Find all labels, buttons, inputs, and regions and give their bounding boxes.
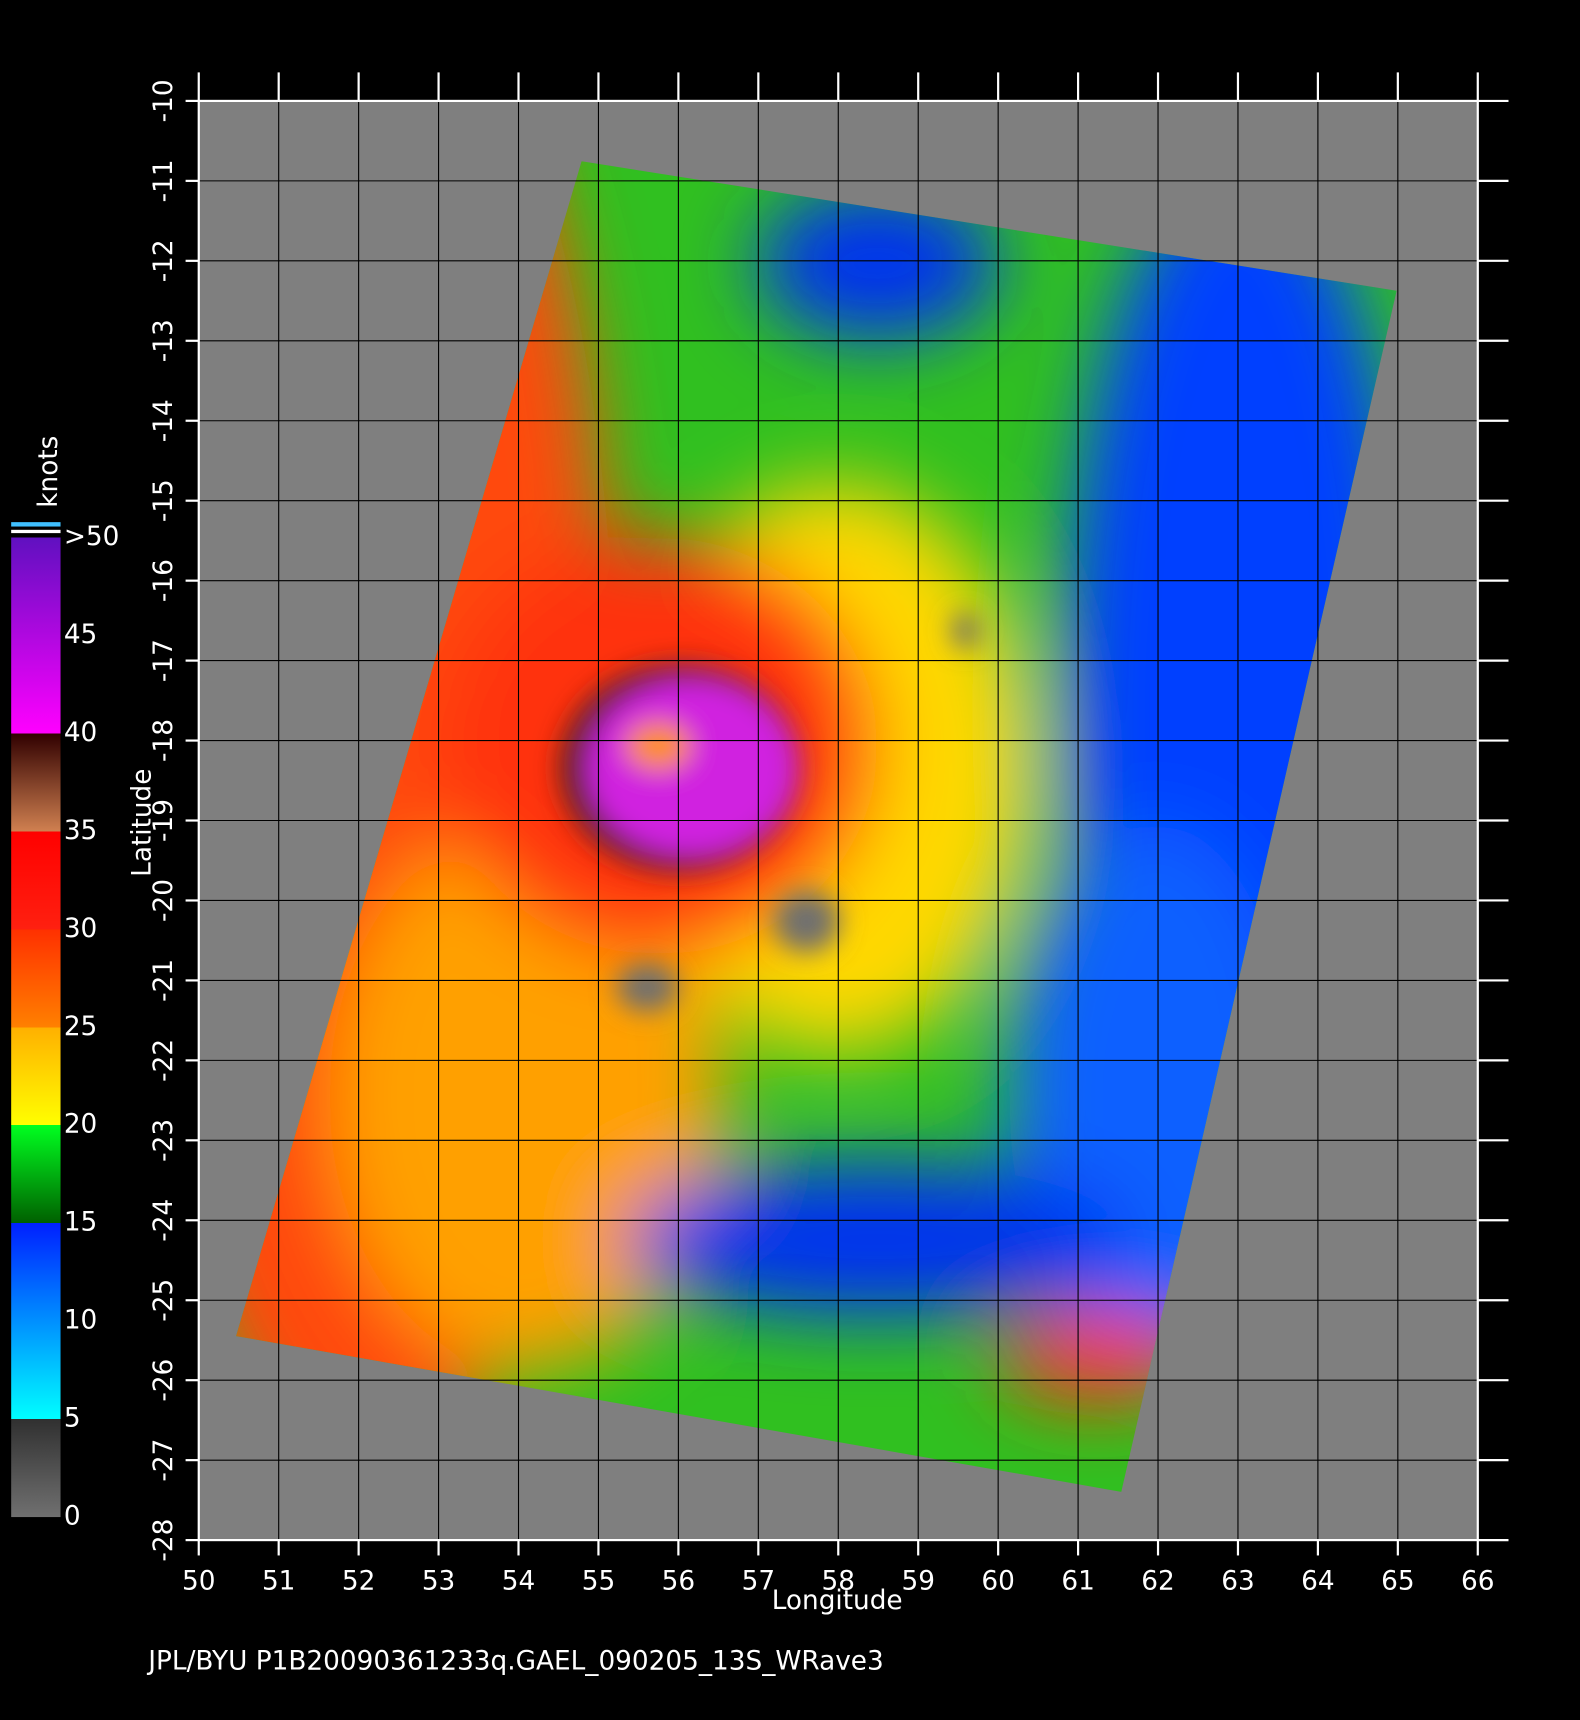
footer: JPL/BYU P1B20090361233q.GAEL_090205_13S_… (146, 1646, 883, 1676)
y-tick-label: -16 (149, 559, 179, 602)
y-tick-label: -23 (149, 1119, 179, 1162)
x-tick-label: 62 (1141, 1566, 1174, 1596)
colorbar-tick-label: 15 (64, 1208, 97, 1238)
y-tick-label: -12 (149, 239, 179, 282)
x-tick-label: 64 (1301, 1566, 1334, 1596)
colorbar-tick-label: >50 (64, 522, 120, 552)
x-tick-label: 54 (502, 1566, 535, 1596)
colorbar-cap (11, 522, 61, 527)
x-tick-label: 51 (262, 1566, 295, 1596)
colorbar-title: knots (34, 436, 64, 508)
y-tick-label: -10 (149, 79, 179, 122)
x-tick-label: 60 (981, 1566, 1014, 1596)
y-tick-label: -15 (149, 479, 179, 522)
y-tick-label: -25 (149, 1279, 179, 1322)
y-tick-label: -21 (149, 959, 179, 1002)
y-tick-label: -24 (149, 1199, 179, 1242)
colorbar-cap (11, 529, 61, 534)
y-tick-label: -28 (149, 1519, 179, 1562)
y-tick-label: -22 (149, 1039, 179, 1082)
axes: 50 51 52 53 54 55 56 57 58 59 60 61 62 63 64 65 66 -10 -11… (149, 72, 1509, 1596)
y-tick-label: -13 (149, 319, 179, 362)
y-tick-label: -20 (149, 879, 179, 922)
colorbar-tick-label: 10 (64, 1306, 97, 1336)
x-tick-label: 56 (662, 1566, 695, 1596)
x-tick-label: 59 (901, 1566, 934, 1596)
y-tick-label: -11 (149, 159, 179, 202)
y-tick-label: -17 (149, 639, 179, 682)
x-axis-label: Longitude (772, 1586, 903, 1616)
x-tick-label: 65 (1381, 1566, 1414, 1596)
y-axis-label: Latitude (127, 769, 157, 877)
x-tick-label: 52 (342, 1566, 375, 1596)
y-tick-label: -14 (149, 399, 179, 442)
x-tick-label: 61 (1061, 1566, 1094, 1596)
colorbar-tick-label: 40 (64, 718, 97, 748)
x-tick-label: 63 (1221, 1566, 1254, 1596)
y-tick-label: -27 (149, 1439, 179, 1482)
x-tick-label: 57 (742, 1566, 775, 1596)
grid (198, 100, 1478, 1541)
x-tick-label: 55 (582, 1566, 615, 1596)
colorbar-tick-label: 0 (64, 1502, 81, 1532)
x-tick-label: 50 (182, 1566, 215, 1596)
y-tick-label: -26 (149, 1359, 179, 1402)
colorbar (11, 537, 61, 1518)
colorbar-tick-label: 20 (64, 1110, 97, 1140)
colorbar-tick-label: 30 (64, 914, 97, 944)
colorbar-tick-label: 25 (64, 1012, 97, 1042)
colorbar-tick-label: 35 (64, 816, 97, 846)
colorbar-tick-label: 45 (64, 620, 97, 650)
x-tick-label: 58 (822, 1566, 855, 1596)
x-tick-label: 66 (1461, 1566, 1494, 1596)
y-tick-label: -19 (149, 799, 179, 842)
colorbar-tick-label: 5 (64, 1404, 81, 1434)
y-tick-label: -18 (149, 719, 179, 762)
plot-frame (197, 99, 1479, 1542)
x-tick-label: 53 (422, 1566, 455, 1596)
